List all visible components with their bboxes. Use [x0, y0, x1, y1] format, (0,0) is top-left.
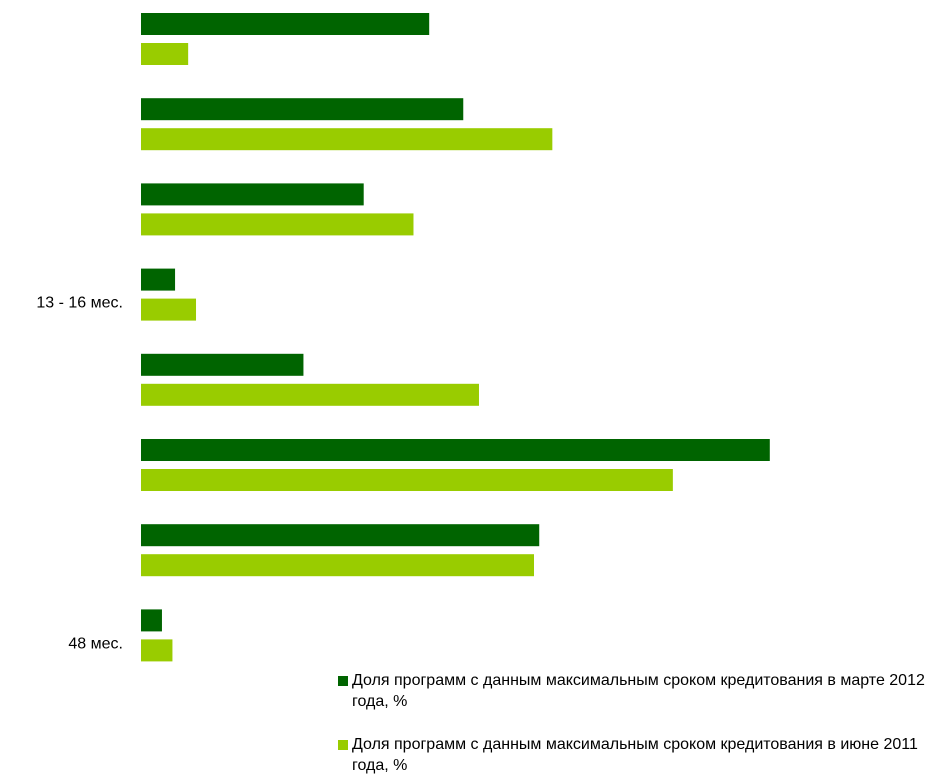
bar-march-2012-5	[141, 439, 770, 461]
bar-june-2011-6	[141, 554, 534, 577]
legend-label-march-2012: Доля программ с данным максимальным срок…	[352, 672, 925, 710]
bar-june-2011-4	[141, 383, 479, 406]
bar-march-2012-0	[141, 13, 430, 35]
legend-swatch-march-2012	[338, 676, 348, 686]
bar-march-2012-3	[141, 268, 176, 291]
bar-march-2012-1	[141, 98, 464, 121]
bar-march-2012-7	[141, 609, 162, 632]
category-label: 48 мес.	[68, 635, 123, 652]
bar-march-2012-4	[141, 353, 304, 376]
legend-entry-march-2012: Доля программ с данным максимальным срок…	[338, 670, 950, 712]
legend-label-june-2011: Доля программ с данным максимальным срок…	[352, 736, 918, 774]
bar-march-2012-2	[141, 183, 364, 206]
legend-entry-june-2011: Доля программ с данным максимальным срок…	[338, 734, 950, 776]
bar-march-2012-6	[141, 524, 540, 547]
bar-june-2011-5	[141, 469, 673, 491]
legend-swatch-june-2011	[338, 740, 348, 750]
bar-june-2011-1	[141, 128, 553, 151]
bar-chart: 13 - 16 мес. 48 мес.	[36, 13, 770, 662]
bar-june-2011-0	[141, 43, 189, 65]
bar-june-2011-3	[141, 298, 197, 321]
bar-june-2011-7	[141, 639, 173, 662]
bar-june-2011-2	[141, 213, 414, 236]
category-label: 13 - 16 мес.	[36, 295, 123, 312]
